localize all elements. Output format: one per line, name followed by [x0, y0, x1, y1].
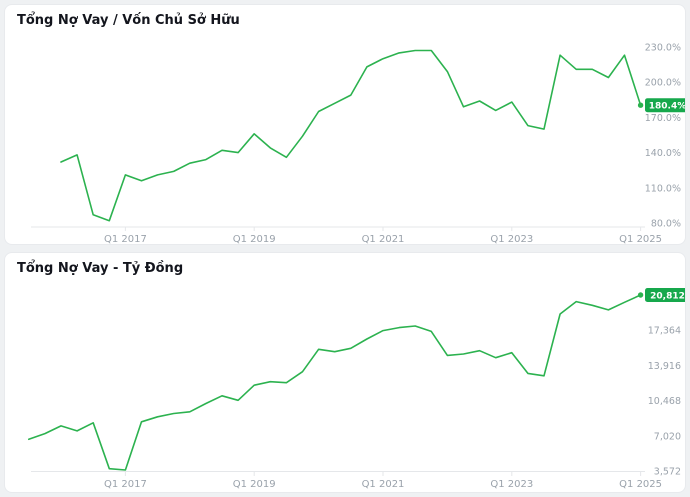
y-axis-label: 230.0% [645, 43, 681, 54]
x-axis-label: Q1 2021 [362, 234, 405, 244]
data-line [27, 294, 642, 471]
y-axis-label: 3,572 [654, 467, 681, 478]
x-axis-label: Q1 2019 [233, 234, 276, 244]
y-axis-label: 170.0% [645, 113, 681, 124]
y-axis-label: 110.0% [645, 183, 681, 194]
x-axis-label: Q1 2021 [362, 479, 405, 490]
x-axis-label: Q1 2019 [233, 479, 276, 490]
x-axis-label: Q1 2017 [104, 234, 147, 244]
y-axis-label: 200.0% [645, 78, 681, 89]
y-axis-label: 17,364 [648, 326, 681, 337]
debt-to-equity-panel: Tổng Nợ Vay / Vốn Chủ Sở Hữu Q1 2017 Q1 2… [4, 4, 686, 245]
latest-point-dot [637, 102, 644, 108]
panel-title-debt-to-equity: Tổng Nợ Vay / Vốn Chủ Sở Hữu [17, 13, 240, 28]
x-axis-label: Q1 2023 [490, 479, 533, 490]
total-debt-chart[interactable]: Q1 2017 Q1 2019 Q1 2021 Q1 2023 Q1 2025 17,36… [5, 253, 685, 492]
total-debt-panel: Tổng Nợ Vay - Tỷ Đồng Q1 2017 Q1 2019 Q1 2… [4, 252, 686, 493]
data-line [60, 49, 642, 222]
x-axis-label: Q1 2023 [490, 234, 533, 244]
latest-value-badge [645, 98, 685, 113]
y-axis-label: 13,916 [648, 361, 681, 372]
latest-value-badge-label: 180.4% [649, 102, 685, 112]
latest-point-dot [637, 292, 644, 298]
y-axis-label: 7,020 [654, 431, 681, 442]
y-axis-label: 80.0% [651, 219, 681, 230]
y-axis-label: 140.0% [645, 148, 681, 159]
latest-value-badge-label: 20,812 [650, 292, 685, 302]
latest-value-badge [645, 288, 685, 302]
debt-to-equity-ratio-chart[interactable]: Q1 2017 Q1 2019 Q1 2021 Q1 2023 Q1 2025 230.0… [5, 5, 685, 244]
x-axis-label: Q1 2025 [619, 234, 662, 244]
x-axis-label: Q1 2017 [104, 479, 147, 490]
x-axis-label: Q1 2025 [619, 479, 662, 490]
panel-title-total-debt: Tổng Nợ Vay - Tỷ Đồng [17, 261, 184, 276]
y-axis-label: 10,468 [648, 396, 681, 407]
